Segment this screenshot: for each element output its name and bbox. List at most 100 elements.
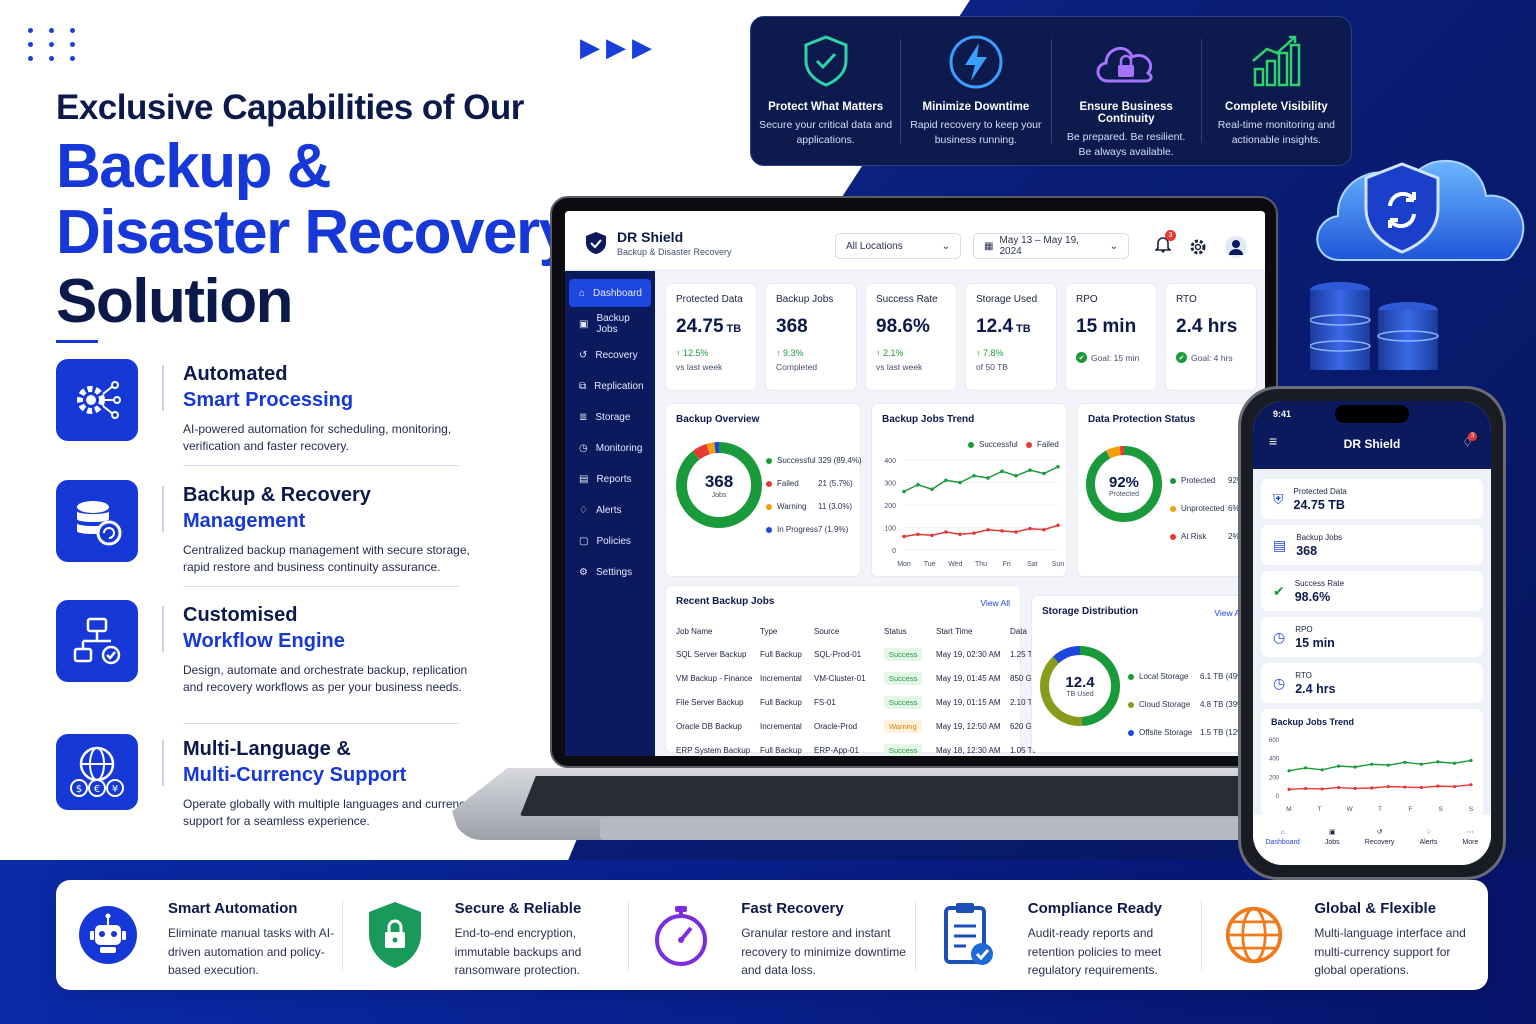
successful-point: [972, 473, 976, 478]
donut-slice: [1040, 646, 1120, 726]
gear-icon[interactable]: [1189, 238, 1207, 256]
sidebar-item-policies[interactable]: ▢ Policies: [569, 527, 651, 555]
table-row[interactable]: ERP System Backup Full Backup ERP-App-01 Su…: [676, 738, 1038, 756]
sidebar-item-storage[interactable]: ≣ Storage: [569, 403, 651, 431]
protection-center-value: 92%: [1108, 474, 1140, 491]
kpi-sub: vs last week: [876, 362, 922, 372]
legend-dot: [1128, 701, 1134, 708]
phone-nav-label: More: [1462, 839, 1479, 846]
capability-downtime: Minimize Downtime Rapid recovery to keep…: [901, 35, 1052, 146]
y-tick-label: 200: [1269, 775, 1280, 781]
capability-continuity: Ensure Business Continuity Be prepared. …: [1052, 39, 1202, 158]
kpi-change: ↑ 9.3%: [776, 348, 804, 358]
legend-value: 92%: [1228, 476, 1245, 485]
check-circle-icon: ✔: [1273, 582, 1285, 599]
avatar[interactable]: [1225, 235, 1247, 258]
phone-trend-card: Backup Jobs Trend 600 400 200 0 M T W T F S S: [1261, 709, 1483, 821]
sidebar-item-dashboard[interactable]: ⌂ Dashboard: [569, 279, 651, 307]
storage-center-label: TB Used: [1066, 691, 1094, 698]
phone-nav-dashboard[interactable]: ⌂ Dashboard: [1266, 829, 1300, 846]
phone-metric-label: Protected Data: [1293, 486, 1347, 496]
date-range-select[interactable]: ▦ May 13 – May 19, 2024 ⌄: [973, 233, 1129, 259]
location-select[interactable]: All Locations ⌄: [835, 233, 961, 259]
x-tick-label: W: [1347, 806, 1354, 813]
table-header-cell: Type: [760, 626, 778, 636]
phone-metric-row[interactable]: ▤ Backup Jobs 368: [1261, 525, 1483, 565]
protection-donut-chart: [1086, 446, 1162, 522]
backup-trend-card: Backup Jobs Trend Successful Failed 400 3…: [871, 403, 1067, 577]
phone-metric-row[interactable]: ⛨ Protected Data 24.75 TB: [1261, 479, 1483, 519]
benefit-title: Secure & Reliable: [454, 900, 582, 917]
phone-metric-value: 2.4 hrs: [1295, 681, 1336, 696]
y-tick-label: 100: [884, 526, 896, 533]
kpi-value: 98.6%: [876, 316, 930, 338]
successful-point: [916, 482, 920, 487]
menu-icon[interactable]: ≡: [1269, 433, 1278, 449]
phone-metric-text: Backup Jobs 368: [1296, 533, 1342, 558]
successful-point: [1000, 469, 1004, 474]
sidebar-item-settings[interactable]: ⚙ Settings: [569, 558, 651, 586]
kpi-card: Backup Jobs 368 ↑ 9.3% Completed: [765, 283, 857, 391]
feature-desc: AI-powered automation for scheduling, mo…: [183, 422, 452, 453]
sidebar-item-replication[interactable]: ⧉ Replication: [569, 372, 651, 400]
table-row[interactable]: VM Backup - Finance Incremental VM-Cluster…: [676, 666, 1037, 690]
sidebar-item-reports[interactable]: ▤ Reports: [569, 465, 651, 493]
status-badge: Warning: [884, 719, 922, 733]
legend-dot: [766, 526, 772, 533]
y-tick-label: 200: [884, 503, 896, 510]
kpi-value-number: 24.75: [676, 316, 724, 337]
status-badge-cell: Success: [884, 743, 936, 756]
sidebar-item-label: Settings: [595, 566, 633, 578]
sidebar-item-label: Backup Jobs: [596, 313, 630, 335]
kpi-sub-text: of 50 TB: [976, 362, 1008, 372]
protection-center-label: Protected: [1109, 491, 1139, 498]
workflow-icon: [56, 600, 138, 682]
sidebar-item-alerts[interactable]: ♢ Alerts: [569, 496, 651, 524]
phone-device: 9:41 ≡ DR Shield ♢ 3 ⛨ Protected Data 24.7…: [1238, 386, 1506, 880]
table-cell: SQL-Prod-01: [814, 649, 862, 659]
table-cell: Oracle-Prod: [814, 721, 858, 731]
phone-metric-row[interactable]: ✔ Success Rate 98.6%: [1261, 571, 1483, 611]
storage-view-all-link[interactable]: View All: [1214, 608, 1244, 618]
phone-metric-label: RTO: [1295, 670, 1312, 680]
table-header-cell: Job Name: [676, 626, 713, 636]
legend-label: Offsite Storage: [1139, 728, 1193, 737]
phone-metric-row[interactable]: ◷ RPO 15 min: [1261, 617, 1483, 657]
sidebar-item-recovery[interactable]: ↺ Recovery: [569, 341, 651, 369]
table-header-cell: Data: [1010, 626, 1027, 636]
table-row[interactable]: Oracle DB Backup Incremental Oracle-Prod Wa…: [676, 714, 1037, 738]
app-brand[interactable]: DR Shield Backup & Disaster Recovery: [585, 229, 732, 257]
successful-point: [1419, 762, 1423, 766]
phone-nav-more[interactable]: ⋯ More: [1462, 828, 1478, 846]
table-row[interactable]: File Server Backup Full Backup FS-01 Succes…: [676, 690, 1038, 714]
recent-jobs-card: Recent Backup Jobs View All Job Name Type…: [665, 585, 1038, 756]
sidebar-item-monitoring[interactable]: ◷ Monitoring: [569, 434, 651, 462]
recent-view-all-link[interactable]: View All: [980, 598, 1010, 608]
failed-line: [1288, 784, 1472, 791]
y-tick-label: 400: [1269, 757, 1280, 763]
sidebar-item-backup-jobs[interactable]: ▣ Backup Jobs: [569, 310, 651, 338]
phone-metric-row[interactable]: ◷ RTO 2.4 hrs: [1261, 663, 1483, 703]
table-row[interactable]: SQL Server Backup Full Backup SQL-Prod-01 S…: [676, 642, 1038, 666]
failed-point: [1287, 787, 1291, 791]
phone-nav-recovery[interactable]: ↺ Recovery: [1365, 828, 1395, 846]
kpi-card: Success Rate 98.6% ↑ 2.1% vs last week: [865, 283, 957, 391]
storage-center-value: 12.4: [1065, 674, 1095, 691]
laptop-keyboard: [520, 776, 1310, 816]
bell-icon[interactable]: ♢: [1462, 435, 1473, 449]
phone-metric-text: Success Rate 98.6%: [1295, 579, 1344, 604]
phone-trend-title: Backup Jobs Trend: [1271, 717, 1355, 727]
phone-nav-alerts[interactable]: ♢ Alerts: [1419, 828, 1437, 846]
legend-item: Offsite Storage: [1128, 728, 1192, 737]
benefit-smart-automation: Smart Automation Eliminate manual tasks …: [56, 900, 343, 977]
table-cell: 1.25 TB: [1010, 649, 1038, 659]
failed-point: [1320, 787, 1324, 791]
phone-nav-jobs[interactable]: ▣ Jobs: [1325, 828, 1340, 846]
legend-label: At Risk: [1181, 532, 1207, 541]
kpi-label: Protected Data: [676, 294, 743, 305]
svg-text:€: €: [94, 784, 100, 795]
successful-point: [902, 489, 906, 494]
bell-icon[interactable]: 3: [1154, 230, 1176, 258]
kpi-card: RPO 15 min ✔ Goal: 15 min: [1065, 283, 1157, 391]
sidebar-item-label: Recovery: [595, 349, 638, 361]
